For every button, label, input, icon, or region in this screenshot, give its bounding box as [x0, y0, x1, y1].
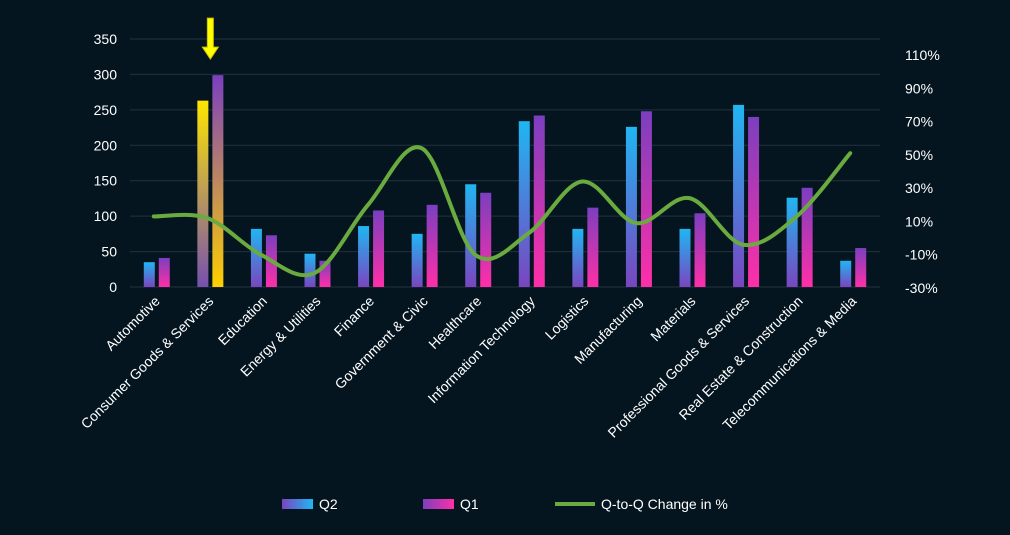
category-label: Logistics — [542, 293, 592, 343]
right-tick-label: -10% — [905, 247, 938, 263]
legend: Q2 Q1 Q-to-Q Change in % — [282, 496, 728, 512]
bar-q1 — [640, 111, 652, 287]
category-label: Education — [215, 293, 270, 348]
line-series — [151, 145, 853, 278]
left-tick-label: 100 — [94, 208, 118, 224]
left-tick-label: 300 — [94, 66, 118, 82]
right-tick-label: 70% — [905, 114, 933, 130]
right-tick-label: 110% — [905, 47, 940, 63]
legend-swatch — [282, 499, 313, 509]
left-tick-label: 200 — [94, 137, 118, 153]
right-tick-label: 50% — [905, 147, 933, 163]
legend-swatch — [423, 499, 454, 509]
bar-q1 — [426, 204, 438, 287]
right-tick-label: -30% — [905, 280, 938, 296]
bar-q1 — [587, 207, 599, 287]
bar-q1 — [373, 210, 385, 287]
bar-q2 — [304, 253, 316, 287]
bar-q2 — [786, 197, 798, 287]
bar-q2 — [733, 104, 745, 287]
bars — [143, 75, 867, 288]
legend-label: Q1 — [460, 496, 479, 512]
bar-q2 — [143, 262, 155, 287]
bar-q1 — [319, 260, 331, 287]
legend-label: Q2 — [319, 496, 338, 512]
left-tick-label: 250 — [94, 102, 118, 118]
bar-q1 — [855, 248, 867, 287]
right-tick-label: 10% — [905, 213, 933, 229]
bar-q2 — [518, 121, 530, 288]
bar-q2 — [250, 228, 262, 287]
q-to-q-change-line — [151, 145, 853, 278]
bar-q2 — [197, 100, 209, 287]
left-tick-label: 0 — [109, 279, 117, 295]
right-tick-label: 30% — [905, 180, 933, 196]
legend-label: Q-to-Q Change in % — [601, 496, 728, 512]
bar-q1 — [748, 116, 760, 287]
left-tick-label: 150 — [94, 173, 118, 189]
bar-q2 — [572, 228, 584, 287]
category-label: Government & Civic — [331, 293, 430, 392]
highlight-arrow-icon — [201, 17, 220, 61]
bar-q2 — [358, 226, 370, 287]
left-tick-label: 50 — [101, 244, 117, 260]
bar-q2 — [840, 260, 852, 287]
category-label: Materials — [647, 293, 698, 344]
category-label: Information Technology — [424, 293, 537, 406]
highlight-marker — [201, 17, 220, 61]
bar-q2 — [679, 228, 691, 287]
bar-q2 — [411, 233, 423, 287]
bar-q1 — [694, 213, 706, 287]
bar-q2 — [625, 126, 637, 287]
left-tick-label: 350 — [94, 31, 118, 47]
bar-q1 — [801, 187, 813, 287]
right-tick-label: 90% — [905, 80, 933, 96]
left-axis: 0 50 100 150 200 250 300 350 — [94, 31, 118, 295]
bar-q1 — [158, 257, 170, 287]
right-axis: -30% -10% 10% 30% 50% 70% 90% 110% — [905, 47, 940, 296]
bar-q1 — [480, 192, 492, 287]
bar-q1 — [533, 115, 545, 287]
category-label: Finance — [331, 293, 378, 340]
bar-q1 — [212, 75, 224, 287]
bar-q2 — [465, 184, 477, 287]
